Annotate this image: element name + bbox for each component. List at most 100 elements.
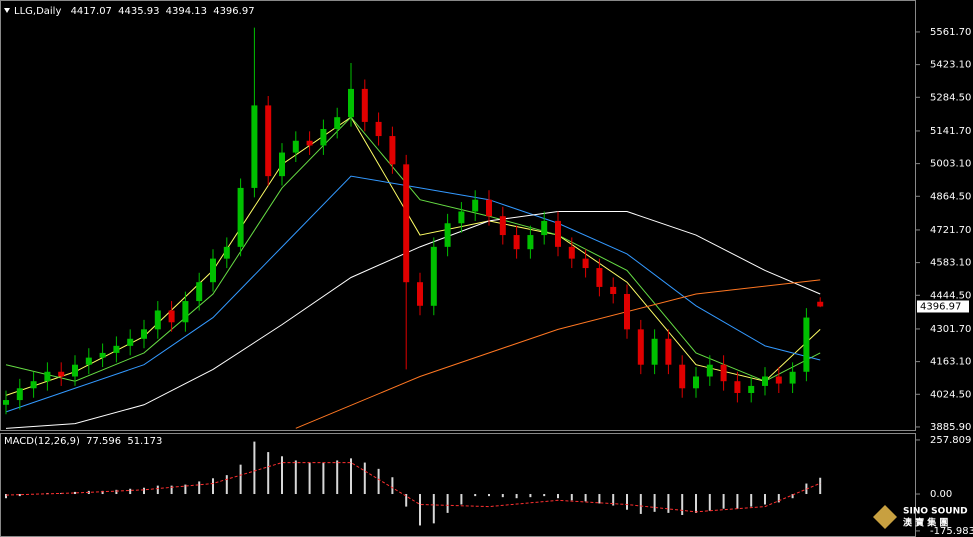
candle-body bbox=[320, 128, 327, 146]
candle-body bbox=[389, 136, 396, 165]
candle-body bbox=[237, 187, 244, 247]
candle-body bbox=[72, 364, 78, 377]
y-tick-label: 4864.50 bbox=[930, 191, 971, 202]
candle-body bbox=[720, 364, 727, 382]
signal-line bbox=[5, 462, 821, 513]
candle-body bbox=[706, 364, 713, 377]
y-tick-label: 5003.10 bbox=[930, 159, 971, 170]
candle-body bbox=[472, 199, 479, 212]
candle-body bbox=[292, 140, 299, 153]
macd-title: MACD(12,26,9) bbox=[4, 436, 80, 447]
candle-body bbox=[610, 286, 617, 294]
candle-body bbox=[817, 301, 824, 307]
candle-body bbox=[513, 235, 520, 250]
candle-body bbox=[762, 376, 768, 386]
menu-arrow[interactable] bbox=[4, 8, 10, 13]
open: 4417.07 bbox=[71, 6, 112, 17]
y-tick-label: 5284.50 bbox=[930, 92, 971, 103]
candle-body bbox=[789, 371, 796, 384]
candle-body bbox=[196, 282, 203, 302]
candle-body bbox=[154, 310, 161, 330]
brand-chinese: 澳 寶 集 團 bbox=[903, 517, 948, 529]
candle-body bbox=[348, 88, 354, 118]
brand: SINO SOUND bbox=[903, 507, 968, 517]
candle-body bbox=[651, 338, 658, 365]
candle-body bbox=[223, 246, 230, 259]
price-marker bbox=[917, 300, 969, 313]
candle-body bbox=[99, 352, 106, 358]
candle-body bbox=[417, 282, 423, 306]
logo-icon bbox=[873, 505, 897, 529]
candle-body bbox=[582, 258, 589, 269]
candle-body bbox=[16, 388, 23, 401]
candle-body bbox=[375, 121, 382, 137]
y-tick-label: 4444.50 bbox=[930, 290, 971, 301]
candle-body bbox=[361, 88, 368, 122]
moving-average bbox=[5, 175, 821, 413]
chart-header: LLG,Daily 4417.07 4435.93 4394.13 4396.9… bbox=[14, 6, 255, 17]
macd-header: MACD(12,26,9) 77.596 51.173 bbox=[4, 436, 162, 447]
macd-frame bbox=[0, 433, 916, 537]
y-tick-label: 3885.90 bbox=[930, 422, 971, 433]
candle-body bbox=[85, 357, 92, 365]
y-tick-label: 4583.10 bbox=[930, 258, 971, 269]
candle-body bbox=[334, 117, 341, 129]
y-tick-label: 257.809 bbox=[930, 435, 971, 446]
candle-body bbox=[499, 216, 506, 236]
candle-body bbox=[403, 164, 410, 283]
moving-average bbox=[295, 279, 821, 429]
y-tick-label: 4721.70 bbox=[930, 225, 971, 236]
candle-body bbox=[168, 310, 175, 323]
candle-body bbox=[265, 105, 272, 177]
candle-body bbox=[279, 152, 285, 177]
y-tick-label: 5141.70 bbox=[930, 126, 971, 137]
current-price: 4396.97 bbox=[920, 301, 961, 312]
candle-body bbox=[210, 258, 216, 283]
candle-body bbox=[444, 223, 451, 247]
high: 4435.93 bbox=[118, 6, 159, 17]
candle-body bbox=[30, 381, 37, 389]
signal-value: 51.173 bbox=[127, 436, 162, 447]
candle-body bbox=[127, 338, 134, 346]
y-tick-label: 4024.50 bbox=[930, 389, 971, 400]
macd-value: 77.596 bbox=[86, 436, 121, 447]
candle-body bbox=[624, 293, 630, 330]
candle-body bbox=[596, 268, 603, 287]
moving-average bbox=[5, 210, 821, 429]
y-tick-label: 4301.70 bbox=[930, 324, 971, 335]
candle-body bbox=[486, 199, 492, 217]
candle-body bbox=[679, 364, 686, 389]
candle-body bbox=[44, 371, 51, 382]
candle-body bbox=[734, 381, 741, 393]
candle-body bbox=[113, 345, 120, 353]
candle-body bbox=[775, 376, 782, 384]
candle-body bbox=[748, 385, 755, 393]
candle-body bbox=[182, 301, 189, 323]
candle-body bbox=[527, 235, 534, 250]
y-tick-label: 5561.70 bbox=[930, 27, 971, 38]
symbol: LLG,Daily bbox=[14, 6, 61, 17]
y-tick-label: 4163.10 bbox=[930, 357, 971, 368]
candle-body bbox=[637, 329, 644, 365]
candle-body bbox=[541, 220, 548, 236]
moving-average bbox=[5, 116, 821, 382]
low: 4394.13 bbox=[166, 6, 207, 17]
y-tick-label: 5423.10 bbox=[930, 60, 971, 71]
candle-body bbox=[693, 376, 699, 389]
candle-body bbox=[141, 329, 147, 339]
candle-body bbox=[803, 317, 810, 372]
close: 4396.97 bbox=[213, 6, 254, 17]
y-tick-label: 0.00 bbox=[930, 489, 952, 500]
candle-body bbox=[568, 246, 575, 259]
watermark: SINO SOUND 澳 寶 集 團 bbox=[873, 505, 968, 529]
candle-body bbox=[3, 400, 9, 405]
candle-body bbox=[555, 220, 561, 247]
candle-body bbox=[458, 211, 465, 224]
candle-body bbox=[58, 371, 65, 377]
main-frame bbox=[0, 0, 916, 431]
y-tick-label: -175.983 bbox=[930, 526, 973, 537]
candle-body bbox=[430, 246, 437, 306]
candle-body bbox=[665, 338, 672, 365]
candle-body bbox=[306, 140, 313, 146]
